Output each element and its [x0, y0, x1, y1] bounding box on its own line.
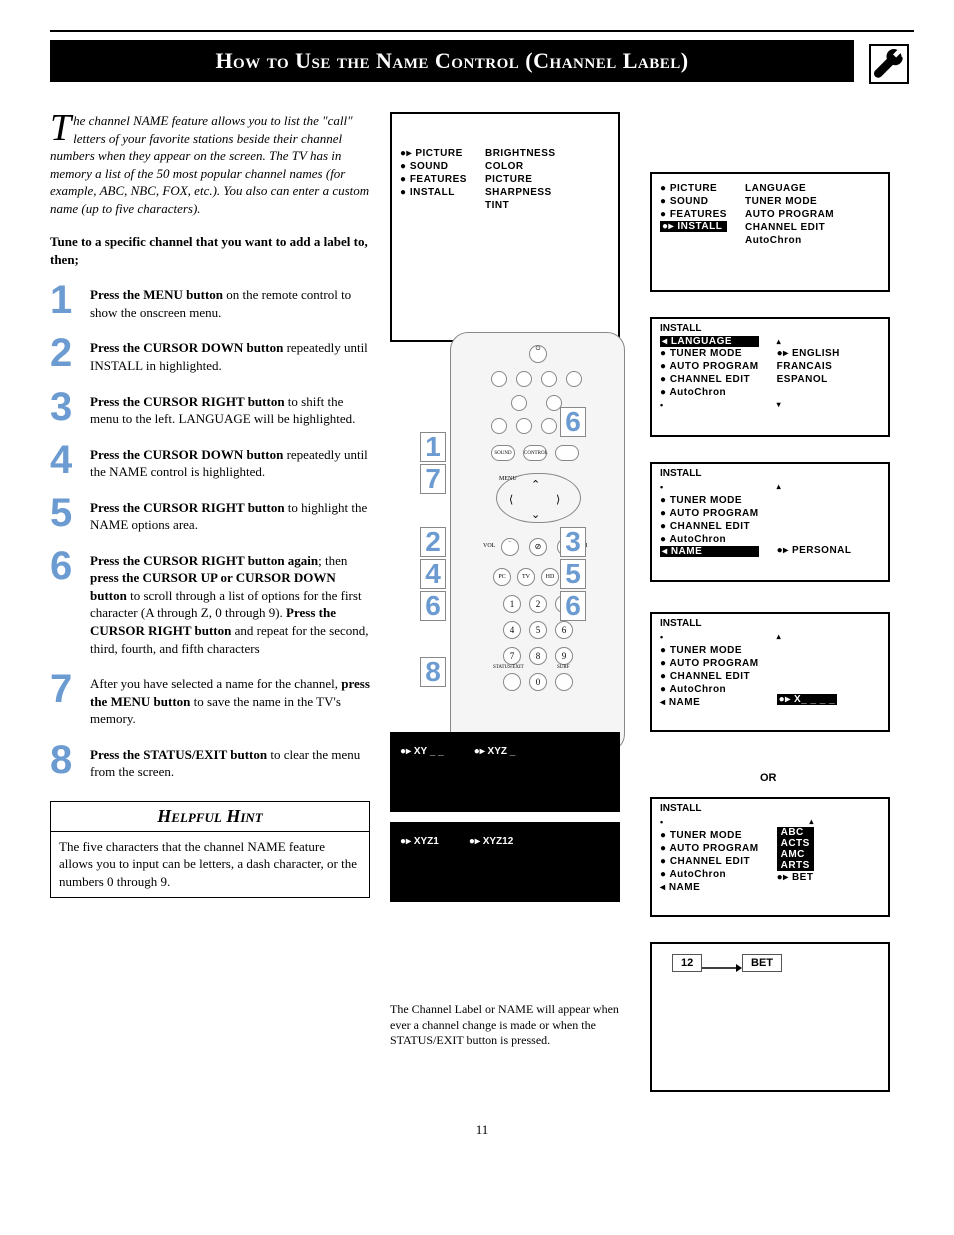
channel-label-preview-2: XYZ1 XYZ12: [390, 822, 620, 902]
cursor-up-icon: ⌃: [531, 478, 540, 491]
cursor-down-icon: ⌄: [531, 508, 540, 521]
callout-6b: 6: [560, 407, 586, 437]
num-4-button: 4: [503, 621, 521, 639]
tv-screen-panel-4: INSTALL TUNER MODE AUTO PROGRAM CHANNEL …: [650, 462, 890, 582]
remote-button: [541, 371, 557, 387]
mute-button: ⊘: [529, 538, 547, 556]
callout-2: 2: [420, 527, 446, 557]
num-6-button: 6: [555, 621, 573, 639]
num-1-button: 1: [503, 595, 521, 613]
or-label: OR: [760, 772, 777, 784]
hd-button: HD: [541, 568, 559, 586]
step-number: 1: [50, 282, 78, 318]
helpful-hint-box: Helpful Hint The five characters that th…: [50, 801, 370, 898]
step-number: 8: [50, 742, 78, 778]
step-number: 6: [50, 548, 78, 584]
remote-button: [516, 418, 532, 434]
page-title: How to Use the Name Control (Channel Lab…: [215, 48, 688, 74]
callout-8: 8: [420, 657, 446, 687]
callout-5: 5: [560, 559, 586, 589]
tv-button: TV: [517, 568, 535, 586]
sound-button: SOUND: [491, 445, 515, 461]
cursor-left-icon: ⟨: [509, 493, 513, 506]
callout-1: 1: [420, 432, 446, 462]
step-number: 7: [50, 671, 78, 707]
hint-title: Helpful Hint: [51, 802, 369, 832]
callout-3: 3: [560, 527, 586, 557]
tv-screen-panel-1: PICTURE SOUND FEATURES INSTALL BRIGHTNES…: [390, 112, 620, 342]
remote-button: [555, 445, 579, 461]
step-text: After you have selected a name for the c…: [90, 671, 370, 728]
callout-4: 4: [420, 559, 446, 589]
step-text: Press the MENU button on the remote cont…: [90, 282, 370, 321]
callout-6c: 6: [560, 591, 586, 621]
step-text: Press the STATUS/EXIT button to clear th…: [90, 742, 370, 781]
vol-down-button: −: [501, 538, 519, 556]
wrench-icon: [869, 44, 909, 84]
figure-area: PICTURE SOUND FEATURES INSTALL BRIGHTNES…: [390, 112, 914, 1102]
remote-button: [566, 371, 582, 387]
intro-paragraph: The channel NAME feature allows you to l…: [50, 112, 370, 217]
tv-screen-panel-2: PICTURE SOUND FEATURES INSTALL LANGUAGE …: [650, 172, 890, 292]
step-text: Press the CURSOR RIGHT button to shift t…: [90, 389, 370, 428]
tv-screen-result: 12 BET: [650, 942, 890, 1092]
remote-button: [491, 371, 507, 387]
step-number: 4: [50, 442, 78, 478]
menu-main-right: BRIGHTNESS COLOR PICTURE SHARPNESS TINT: [485, 147, 556, 212]
num-7-button: 7: [503, 647, 521, 665]
arrow-icon: [702, 962, 742, 974]
cursor-right-icon: ⟩: [556, 493, 560, 506]
step-text: Press the CURSOR DOWN button repeatedly …: [90, 335, 370, 374]
num-5-button: 5: [529, 621, 547, 639]
steps-list: 1 Press the MENU button on the remote con…: [50, 282, 370, 780]
pc-button: PC: [493, 568, 511, 586]
tv-screen-panel-6: INSTALL TUNER MODE AUTO PROGRAM CHANNEL …: [650, 797, 890, 917]
num-9-button: 9: [555, 647, 573, 665]
remote-button: [516, 371, 532, 387]
step-number: 3: [50, 389, 78, 425]
figure-caption: The Channel Label or NAME will appear wh…: [390, 1002, 620, 1049]
remote-button: [541, 418, 557, 434]
tune-instruction: Tune to a specific channel that you want…: [50, 233, 370, 268]
num-0-button: 0: [529, 673, 547, 691]
remote-button: [491, 418, 507, 434]
step-number: 2: [50, 335, 78, 371]
tv-screen-panel-3: INSTALL ◂ LANGUAGE TUNER MODE AUTO PROGR…: [650, 317, 890, 437]
page-title-bar: How to Use the Name Control (Channel Lab…: [50, 40, 854, 82]
menu-label: MENU: [499, 476, 517, 482]
channel-name-box: BET: [742, 954, 782, 972]
num-2-button: 2: [529, 595, 547, 613]
num-8-button: 8: [529, 647, 547, 665]
step-text: Press the CURSOR RIGHT button again; the…: [90, 548, 370, 657]
remote-button: [511, 395, 527, 411]
step-text: Press the CURSOR RIGHT button to highlig…: [90, 495, 370, 534]
callout-6: 6: [420, 591, 446, 621]
status-exit-button: [503, 673, 521, 691]
channel-number-box: 12: [672, 954, 702, 972]
power-button-icon: ⏻: [529, 345, 547, 363]
control-button: CONTROL: [523, 445, 547, 461]
tv-screen-panel-5: INSTALL TUNER MODE AUTO PROGRAM CHANNEL …: [650, 612, 890, 732]
hint-body: The five characters that the channel NAM…: [51, 832, 369, 897]
remote-control: ⏻ SOUND CONTROL MENU: [450, 332, 625, 752]
menu-main-left: PICTURE SOUND FEATURES INSTALL: [400, 147, 467, 212]
step-text: Press the CURSOR DOWN button repeatedly …: [90, 442, 370, 481]
channel-label-preview-1: XY _ _ XYZ _: [390, 732, 620, 812]
surf-button: [555, 673, 573, 691]
step-number: 5: [50, 495, 78, 531]
callout-7: 7: [420, 464, 446, 494]
page-number: 11: [50, 1122, 914, 1138]
